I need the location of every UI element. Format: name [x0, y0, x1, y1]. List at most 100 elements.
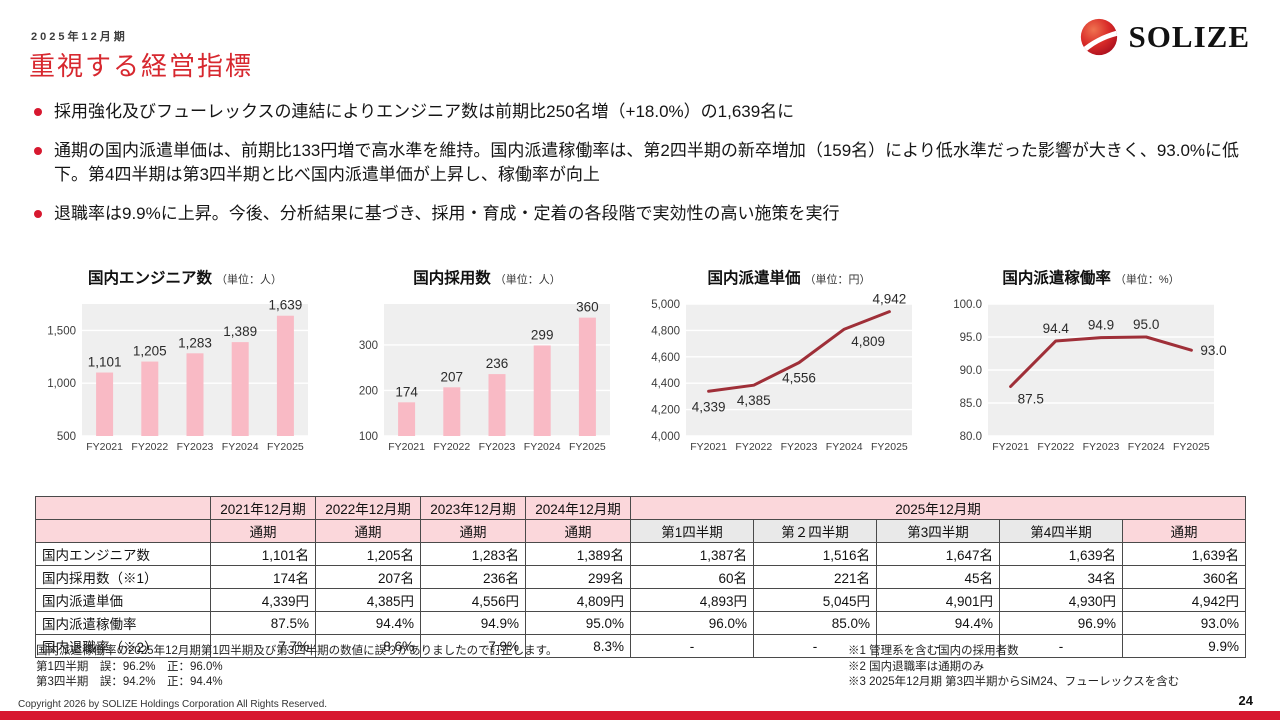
svg-text:4,600: 4,600: [651, 352, 680, 364]
table-cell: -: [876, 634, 1000, 658]
table-header-cell: 第２四半期: [753, 519, 877, 543]
svg-text:FY2025: FY2025: [871, 441, 908, 453]
chart-dispatch-utilization: 国内派遣稼働率 （単位：%） 80.0 85.0 90.0 95.0 100.0 FY202…: [942, 266, 1240, 458]
table-header-cell: 2023年12月期: [420, 496, 526, 520]
metrics-table: 2021年12月期 2022年12月期 2023年12月期 2024年12月期 2025…: [35, 496, 1247, 658]
copyright-text: Copyright 2026 by SOLIZE Holdings Corpor…: [18, 699, 328, 710]
table-header-cell: [35, 519, 211, 543]
table-cell: 8.3%: [525, 634, 631, 658]
svg-text:4,000: 4,000: [651, 431, 680, 443]
table-row-label: 国内採用数（※1）: [35, 565, 211, 589]
table-cell: 1,205名: [315, 542, 421, 566]
table-cell: 96.9%: [999, 611, 1123, 635]
svg-text:87.5: 87.5: [1018, 392, 1044, 407]
summary-bullets: 採用強化及びフューレックスの連結によりエンジニア数は前期比250名増（+18.0…: [30, 100, 1258, 242]
table-header-cell: 通期: [210, 519, 316, 543]
svg-text:1,000: 1,000: [47, 378, 76, 390]
table-cell: 94.4%: [876, 611, 1000, 635]
svg-text:FY2023: FY2023: [479, 441, 516, 453]
svg-text:93.0: 93.0: [1200, 343, 1226, 358]
svg-text:1,283: 1,283: [178, 335, 212, 350]
table-cell: 4,809円: [525, 588, 631, 612]
table-header-cell: 2025年12月期: [629, 496, 1247, 520]
svg-text:85.0: 85.0: [960, 398, 982, 410]
svg-text:FY2023: FY2023: [781, 441, 818, 453]
fiscal-period-label: 2025年12月期: [31, 31, 128, 43]
svg-text:94.4: 94.4: [1043, 321, 1070, 336]
svg-text:4,809: 4,809: [851, 334, 885, 349]
svg-text:FY2025: FY2025: [1173, 441, 1210, 453]
table-cell: 4,901円: [876, 588, 1000, 612]
svg-text:FY2024: FY2024: [826, 441, 863, 453]
table-cell: 1,101名: [210, 542, 316, 566]
table-cell: 94.9%: [420, 611, 526, 635]
table-header-cell: 通期: [315, 519, 421, 543]
svg-text:FY2021: FY2021: [992, 441, 1029, 453]
table-header-cell: 2021年12月期: [210, 496, 316, 520]
svg-text:1,500: 1,500: [47, 325, 76, 337]
chart-title: 国内エンジニア数: [87, 270, 212, 287]
svg-text:1,389: 1,389: [223, 324, 257, 339]
table-row: 国内エンジニア数 1,101名 1,205名 1,283名 1,389名 1,387名 1,…: [35, 542, 1247, 566]
chart-dispatch-unit-price: 国内派遣単価 （単位：円） 4,000 4,200 4,400 4,600 4,800 5,…: [640, 266, 938, 458]
svg-text:360: 360: [576, 300, 599, 315]
footnote-line: ※3 2025年12月期 第3四半期からSiM24、フューレックスを含む: [848, 676, 1180, 689]
svg-text:FY2024: FY2024: [1128, 441, 1165, 453]
svg-text:207: 207: [441, 369, 464, 384]
svg-text:FY2024: FY2024: [222, 441, 259, 453]
table-header-cell: 第1四半期: [630, 519, 754, 543]
table-cell: 221名: [753, 565, 877, 589]
table-year-header-row: 2021年12月期 2022年12月期 2023年12月期 2024年12月期 2025…: [35, 496, 1247, 520]
table-cell: 85.0%: [753, 611, 877, 635]
table-header-cell: 通期: [525, 519, 631, 543]
svg-text:500: 500: [57, 431, 76, 443]
chart-unit-label: （単位：円）: [804, 274, 871, 286]
svg-text:FY2022: FY2022: [433, 441, 470, 453]
svg-text:100: 100: [359, 431, 378, 443]
solize-logo: SOLIZE: [1078, 16, 1250, 58]
svg-text:FY2021: FY2021: [690, 441, 727, 453]
svg-text:94.9: 94.9: [1088, 318, 1114, 333]
table-header-cell: 2024年12月期: [525, 496, 631, 520]
table-cell: 60名: [630, 565, 754, 589]
svg-text:FY2025: FY2025: [267, 441, 304, 453]
table-cell: 1,283名: [420, 542, 526, 566]
svg-text:FY2024: FY2024: [524, 441, 561, 453]
page-title: 重視する経営指標: [29, 51, 254, 81]
table-cell: 207名: [315, 565, 421, 589]
table-cell: 1,639名: [1121, 542, 1247, 566]
svg-text:236: 236: [486, 356, 509, 371]
table-period-header-row: 通期 通期 通期 通期 第1四半期 第２四半期 第3四半期 第4四半期 通期: [35, 519, 1247, 543]
page-number: 24: [1238, 693, 1253, 708]
table-row-label: 国内エンジニア数: [35, 542, 211, 566]
chart-domestic-hires: 国内採用数 （単位：人） 100 200 300 FY2021 FY2022 FY2023 F…: [338, 266, 636, 458]
table-cell: 9.9%: [1121, 634, 1247, 658]
chart-canvas: 4,000 4,200 4,400 4,600 4,800 5,000 FY2021 FY20…: [651, 292, 912, 453]
footnote-line: 国内派遣稼働率の2025年12月期第1四半期及び第3四半期の数値に誤りがありまし…: [36, 645, 558, 657]
table-cell: -: [999, 634, 1123, 658]
table-cell: 5,045円: [753, 588, 877, 612]
svg-text:4,339: 4,339: [692, 399, 726, 414]
svg-text:95.0: 95.0: [960, 332, 982, 344]
table-row-label: 国内退職率（※2）: [35, 634, 211, 658]
svg-text:4,800: 4,800: [651, 325, 680, 337]
table-header-cell: 通期: [1121, 519, 1247, 543]
footnote-line: ※2 国内退職率は通期のみ: [848, 660, 985, 673]
svg-text:299: 299: [531, 327, 554, 342]
table-cell: 4,339円: [210, 588, 316, 612]
table-cell: 93.0%: [1121, 611, 1247, 635]
table-cell: 96.0%: [630, 611, 754, 635]
chart-title: 国内派遣稼働率: [1002, 270, 1111, 287]
footnote-line: 第1四半期 誤：96.2% 正：96.0%: [36, 660, 223, 673]
svg-text:4,556: 4,556: [782, 371, 816, 386]
chart-title: 国内派遣単価: [707, 270, 801, 287]
table-row-label: 国内派遣稼働率: [35, 611, 211, 635]
svg-text:174: 174: [395, 384, 418, 399]
bullet-item: 退職率は9.9%に上昇。今後、分析結果に基づき、採用・育成・定着の各段階で実効性…: [30, 202, 1258, 225]
table-header-cell: 第4四半期: [999, 519, 1123, 543]
table-row: 国内退職率（※2） 7.7% 8.6% 7.9% 8.3% - - - -9.9%: [35, 634, 1247, 658]
chart-title-row: 国内エンジニア数 （単位：人）: [36, 266, 334, 288]
svg-text:200: 200: [359, 385, 378, 397]
table-cell: 174名: [210, 565, 316, 589]
svg-text:100.0: 100.0: [953, 299, 982, 311]
